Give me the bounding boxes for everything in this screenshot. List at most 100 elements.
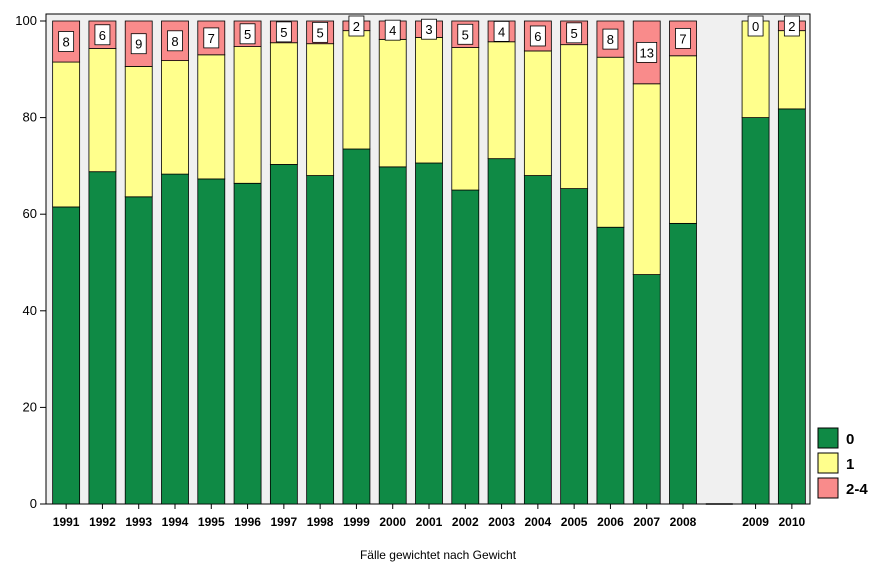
- data-label-box: [493, 20, 510, 42]
- bar-segment-1: [451, 47, 480, 191]
- data-label-box: [275, 21, 292, 43]
- data-label-box: [130, 33, 147, 55]
- bar-segment-2-4: [596, 20, 625, 58]
- bar-segment-0: [596, 226, 625, 505]
- legend-swatch-1: [817, 452, 839, 474]
- bar-segment-1: [342, 30, 371, 150]
- bar-segment-1: [487, 41, 516, 160]
- data-label: 4: [498, 24, 505, 39]
- data-label: 7: [679, 31, 686, 46]
- bar-segment-0: [560, 188, 589, 505]
- bar-segment-1: [596, 56, 625, 228]
- x-tick-label: 1991: [53, 515, 80, 529]
- data-label: 8: [171, 34, 178, 49]
- bar-segment-1: [52, 61, 81, 208]
- bar-segment-0: [269, 164, 298, 505]
- data-label: 4: [389, 23, 396, 38]
- data-label-box: [421, 18, 437, 40]
- bar-segment-0: [52, 206, 81, 505]
- x-tick-label: 2004: [525, 515, 552, 529]
- x-tick-label: 2009: [742, 515, 769, 529]
- legend-swatch-0: [817, 427, 839, 449]
- data-label-box: [167, 30, 183, 52]
- legend-label: 2-4: [846, 481, 868, 498]
- data-label-box: [747, 15, 764, 37]
- bar-segment-0: [88, 171, 117, 505]
- data-label: 13: [639, 45, 653, 60]
- bar-segment-0: [451, 189, 480, 505]
- data-label: 2: [788, 19, 795, 34]
- x-tick-label: 1996: [234, 515, 261, 529]
- x-tick-label: 1993: [125, 515, 152, 529]
- x-tick-label: 2005: [561, 515, 588, 529]
- y-tick-label: 20: [23, 399, 37, 414]
- footnote: Fälle gewichtet nach Gewicht: [360, 548, 517, 562]
- bar-segment-1: [777, 30, 806, 110]
- bar-segment-1: [88, 48, 117, 173]
- data-label-box: [203, 27, 220, 49]
- bar-segment-0: [124, 196, 153, 505]
- bar-segment-0: [487, 158, 516, 505]
- data-label: 3: [425, 22, 432, 37]
- data-label: 6: [99, 28, 106, 43]
- x-tick-label: 1994: [162, 515, 189, 529]
- legend-label: 1: [846, 456, 854, 473]
- x-tick-label: 1992: [89, 515, 116, 529]
- x-tick-label: 2010: [779, 515, 806, 529]
- data-label: 6: [534, 29, 541, 44]
- data-label-box: [58, 31, 75, 52]
- bar-segment-0: [741, 117, 770, 505]
- bar-segment-0: [233, 182, 262, 505]
- data-label: 2: [353, 19, 360, 34]
- y-tick-label: 40: [23, 303, 37, 318]
- bar-segment-0: [161, 173, 189, 505]
- x-axis: 1991 1992 1993 1994 1995 1996 1997 1998 1999 2000…: [53, 504, 806, 529]
- data-label-box: [783, 15, 800, 37]
- data-label-box: [384, 19, 401, 41]
- x-tick-label: 1998: [307, 515, 334, 529]
- bar-segment-1: [233, 46, 262, 184]
- data-label-box: [94, 24, 111, 46]
- bar-segment-1: [560, 44, 589, 190]
- bar-segment-0: [342, 148, 371, 505]
- x-tick-label: 1995: [198, 515, 225, 529]
- data-label: 5: [317, 25, 324, 40]
- bar-segment-1: [632, 83, 661, 275]
- data-label-box: [602, 28, 619, 50]
- y-tick-label: 80: [23, 110, 37, 125]
- bar-segment-1: [669, 55, 697, 224]
- bar-segment-1: [269, 42, 298, 165]
- data-label: 5: [571, 26, 578, 41]
- bar-segment-1: [741, 20, 770, 118]
- x-tick-label: 2002: [452, 515, 479, 529]
- data-label: 5: [462, 27, 469, 42]
- data-label-box: [566, 22, 583, 44]
- legend-swatch-2-4: [817, 477, 839, 499]
- data-label: 0: [752, 19, 759, 34]
- y-tick-label: 0: [30, 496, 37, 511]
- data-label: 9: [135, 37, 142, 52]
- y-tick-label: 100: [15, 13, 37, 28]
- y-axis: 0 20 40 60 80 100: [15, 13, 46, 511]
- x-tick-label: 1997: [271, 515, 298, 529]
- data-label: 5: [244, 27, 251, 42]
- bar-segment-0: [669, 222, 697, 505]
- bar-segment-0: [777, 108, 806, 505]
- data-label-box: [529, 25, 546, 47]
- bar-segment-1: [306, 43, 335, 176]
- data-label: 7: [208, 31, 215, 46]
- bar-segment-0: [306, 175, 335, 505]
- data-label-box: [348, 15, 365, 37]
- bar-segment-1: [161, 60, 189, 175]
- legend: 0 1 2-4: [817, 427, 868, 499]
- bars: 8 6 9 8 7 5 5 5 2 4 3 5 4 6 5 8 13 7 0 2: [52, 15, 806, 505]
- bar-segment-0: [378, 166, 407, 505]
- data-label-box: [239, 23, 256, 45]
- data-label-box: [312, 21, 329, 43]
- data-label: 5: [280, 25, 287, 40]
- bar-segment-1: [197, 54, 226, 180]
- bar-segment-0: [632, 274, 661, 505]
- legend-label: 0: [846, 431, 854, 448]
- x-tick-label: 2006: [597, 515, 624, 529]
